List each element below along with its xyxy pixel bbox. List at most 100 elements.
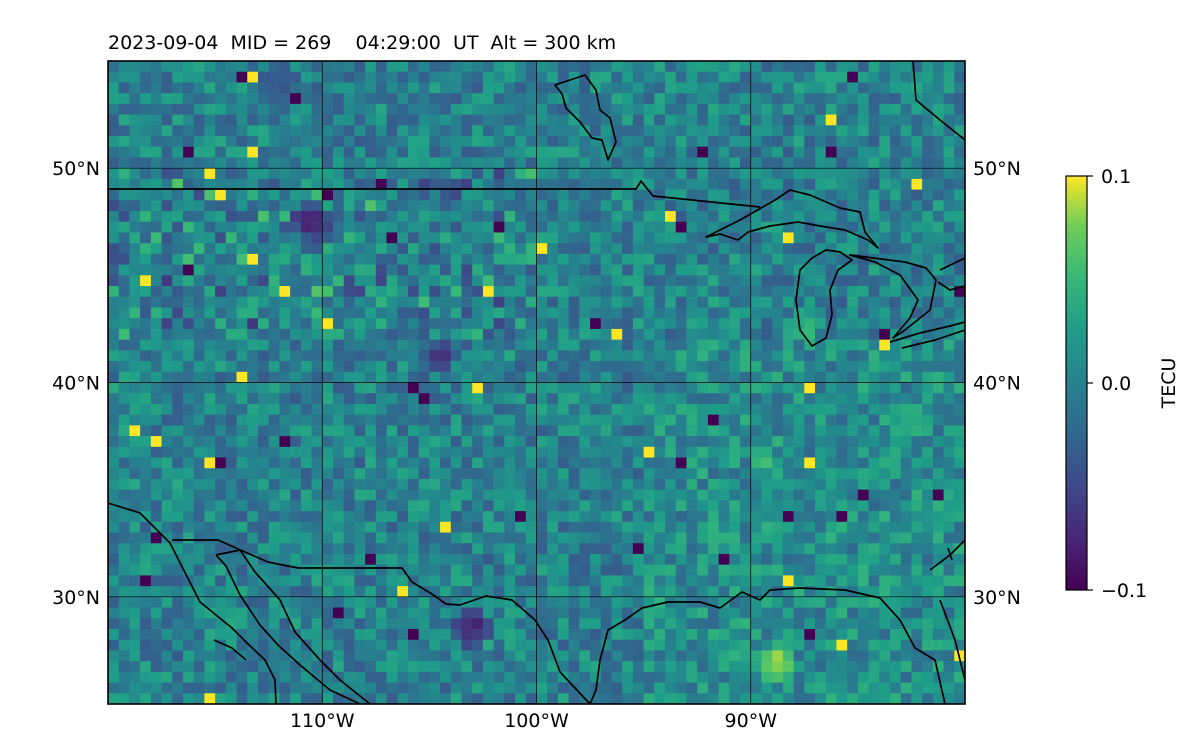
heatmap-cell bbox=[868, 328, 880, 341]
heatmap-cell bbox=[365, 414, 377, 426]
heatmap-cell bbox=[515, 650, 527, 662]
heatmap-cell bbox=[911, 125, 923, 137]
heatmap-cell bbox=[118, 671, 131, 684]
heatmap-cell bbox=[890, 71, 902, 84]
heatmap-cell bbox=[375, 414, 388, 426]
heatmap-cell bbox=[375, 446, 388, 459]
heatmap-cell bbox=[118, 264, 131, 276]
heatmap-cell bbox=[632, 436, 645, 448]
heatmap-cell bbox=[461, 607, 473, 619]
heatmap-cell bbox=[600, 221, 613, 234]
heatmap-cell bbox=[954, 71, 965, 84]
heatmap-cell bbox=[375, 521, 388, 534]
heatmap-cell bbox=[622, 178, 634, 191]
heatmap-cell bbox=[772, 607, 784, 619]
heatmap-cell bbox=[740, 564, 752, 576]
heatmap-cell bbox=[890, 243, 902, 255]
heatmap-cell bbox=[418, 425, 430, 437]
heatmap-cell bbox=[182, 275, 195, 287]
heatmap-cell bbox=[750, 114, 763, 126]
heatmap-cell bbox=[450, 328, 463, 341]
heatmap-cell bbox=[847, 693, 859, 704]
heatmap-cell bbox=[954, 286, 965, 298]
heatmap-cell bbox=[654, 382, 666, 394]
heatmap-cell bbox=[472, 403, 484, 416]
heatmap-cell bbox=[322, 189, 334, 201]
heatmap-cell bbox=[729, 350, 741, 362]
heatmap-cell bbox=[407, 350, 420, 362]
heatmap-cell bbox=[665, 168, 677, 180]
heatmap-cell bbox=[536, 682, 548, 694]
heatmap-cell bbox=[900, 200, 913, 212]
heatmap-cell bbox=[675, 328, 688, 341]
heatmap-cell bbox=[182, 607, 195, 619]
heatmap-cell bbox=[900, 575, 913, 587]
heatmap-cell bbox=[793, 168, 805, 180]
heatmap-cell bbox=[257, 371, 270, 384]
heatmap-cell bbox=[643, 371, 655, 384]
heatmap-cell bbox=[922, 500, 934, 512]
heatmap-cell bbox=[440, 82, 452, 94]
heatmap-cell bbox=[590, 243, 602, 255]
heatmap-cell bbox=[322, 671, 334, 684]
heatmap-cell bbox=[311, 596, 323, 609]
heatmap-cell bbox=[375, 371, 388, 384]
heatmap-cell bbox=[772, 468, 784, 480]
heatmap-cell bbox=[504, 275, 516, 287]
heatmap-cell bbox=[900, 468, 913, 480]
heatmap-cell bbox=[418, 446, 430, 459]
heatmap-cell bbox=[557, 286, 570, 298]
heatmap-cell bbox=[354, 307, 366, 319]
heatmap-cell bbox=[386, 328, 398, 341]
heatmap-cell bbox=[943, 82, 955, 94]
heatmap-cell bbox=[300, 296, 313, 309]
heatmap-cell bbox=[772, 586, 784, 598]
heatmap-cell bbox=[857, 543, 870, 555]
heatmap-cell bbox=[268, 693, 280, 704]
heatmap-cell bbox=[922, 146, 934, 159]
heatmap-cell bbox=[150, 61, 163, 73]
heatmap-cell bbox=[322, 693, 334, 704]
heatmap-cell bbox=[257, 103, 270, 116]
heatmap-cell bbox=[332, 275, 345, 287]
heatmap-cell bbox=[482, 403, 495, 416]
heatmap-cell bbox=[172, 275, 184, 287]
heatmap-cell bbox=[675, 575, 688, 587]
heatmap-cell bbox=[161, 253, 173, 266]
heatmap-cell bbox=[804, 478, 816, 491]
heatmap-cell bbox=[707, 586, 720, 598]
heatmap-cell bbox=[279, 532, 291, 544]
heatmap-cell bbox=[257, 639, 270, 652]
heatmap-cell bbox=[557, 350, 570, 362]
heatmap-cell bbox=[932, 543, 945, 555]
heatmap-cell bbox=[182, 82, 195, 94]
heatmap-cell bbox=[429, 168, 441, 180]
heatmap-cell bbox=[300, 328, 313, 341]
heatmap-cell bbox=[161, 136, 173, 148]
heatmap-cell bbox=[268, 168, 280, 180]
heatmap-cell bbox=[365, 232, 377, 244]
heatmap-cell bbox=[750, 189, 763, 201]
heatmap-cell bbox=[750, 586, 763, 598]
heatmap-cell bbox=[772, 339, 784, 351]
heatmap-cell bbox=[943, 446, 955, 459]
heatmap-cell bbox=[129, 200, 141, 212]
heatmap-cell bbox=[772, 103, 784, 116]
heatmap-cell bbox=[311, 457, 323, 469]
heatmap-cell bbox=[740, 618, 752, 630]
heatmap-cell bbox=[836, 661, 848, 673]
heatmap-cell bbox=[654, 350, 666, 362]
heatmap-cell bbox=[365, 93, 377, 105]
heatmap-cell bbox=[172, 71, 184, 84]
heatmap-cell bbox=[247, 650, 259, 662]
heatmap-cell bbox=[440, 693, 452, 704]
heatmap-cell bbox=[729, 586, 741, 598]
heatmap-cell bbox=[536, 661, 548, 673]
heatmap-cell bbox=[290, 575, 302, 587]
heatmap-cell bbox=[311, 511, 323, 523]
heatmap-cell bbox=[129, 596, 141, 609]
heatmap-cell bbox=[472, 693, 484, 704]
heatmap-cell bbox=[622, 103, 634, 116]
heatmap-cell bbox=[879, 125, 891, 137]
heatmap-cell bbox=[204, 339, 216, 351]
